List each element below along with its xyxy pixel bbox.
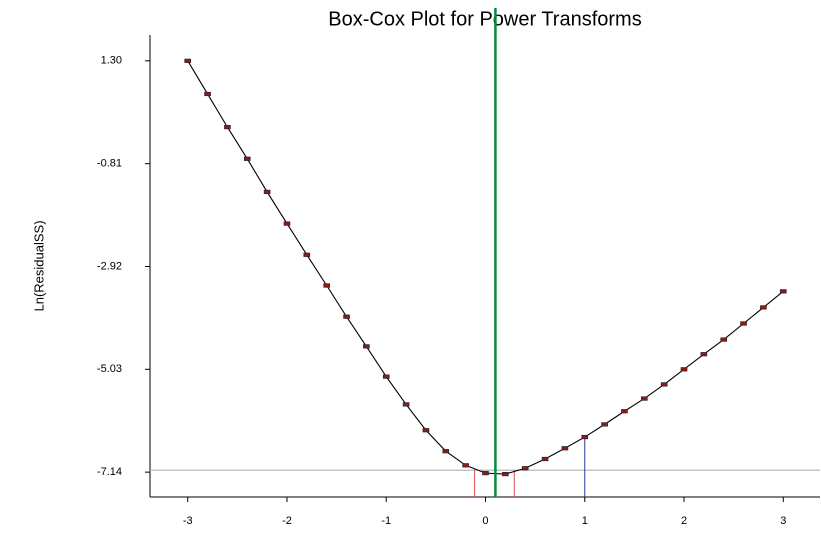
data-point: [442, 449, 450, 454]
x-tick-label: 2: [681, 515, 687, 527]
data-point: [382, 374, 390, 379]
x-tick-label: 1: [582, 515, 588, 527]
data-point: [402, 402, 410, 407]
data-point: [720, 337, 728, 342]
data-line: [187, 60, 784, 475]
data-point: [641, 396, 648, 401]
y-tick-label: -5.03: [97, 363, 122, 375]
data-point: [700, 352, 708, 357]
data-point: [601, 422, 608, 427]
y-tick-label: -0.81: [97, 158, 122, 170]
data-point: [303, 252, 311, 257]
y-tick-label: -2.92: [97, 260, 122, 272]
data-point: [283, 221, 291, 226]
data-point: [660, 382, 668, 387]
data-point: [760, 305, 767, 310]
data-point: [521, 466, 529, 471]
chart-title: Box-Cox Plot for Power Transforms: [328, 8, 641, 30]
data-point: [363, 344, 370, 349]
y-tick-label: -7.14: [97, 466, 122, 478]
data-point: [680, 367, 688, 372]
data-point: [462, 463, 469, 468]
data-point: [541, 456, 549, 462]
data-point: [224, 125, 231, 130]
data-point: [323, 283, 330, 288]
data-point: [561, 446, 569, 451]
y-tick-label: 1.30: [101, 55, 122, 67]
data-point: [422, 428, 430, 433]
x-tick-label: 3: [780, 515, 786, 527]
data-point: [581, 434, 589, 440]
x-tick-label: -2: [282, 515, 292, 527]
data-point: [621, 409, 628, 414]
data-point: [482, 471, 489, 476]
y-axis-label: Ln(ResidualSS): [31, 220, 46, 311]
x-tick-label: -3: [183, 515, 193, 527]
data-point: [204, 91, 211, 97]
data-point: [243, 156, 251, 161]
x-tick-label: -1: [381, 515, 391, 527]
data-point: [184, 58, 192, 63]
data-point: [779, 289, 787, 294]
data-point: [502, 471, 509, 477]
data-point: [343, 314, 350, 319]
data-point: [263, 189, 271, 195]
x-tick-label: 0: [482, 515, 488, 527]
data-point: [740, 321, 747, 326]
